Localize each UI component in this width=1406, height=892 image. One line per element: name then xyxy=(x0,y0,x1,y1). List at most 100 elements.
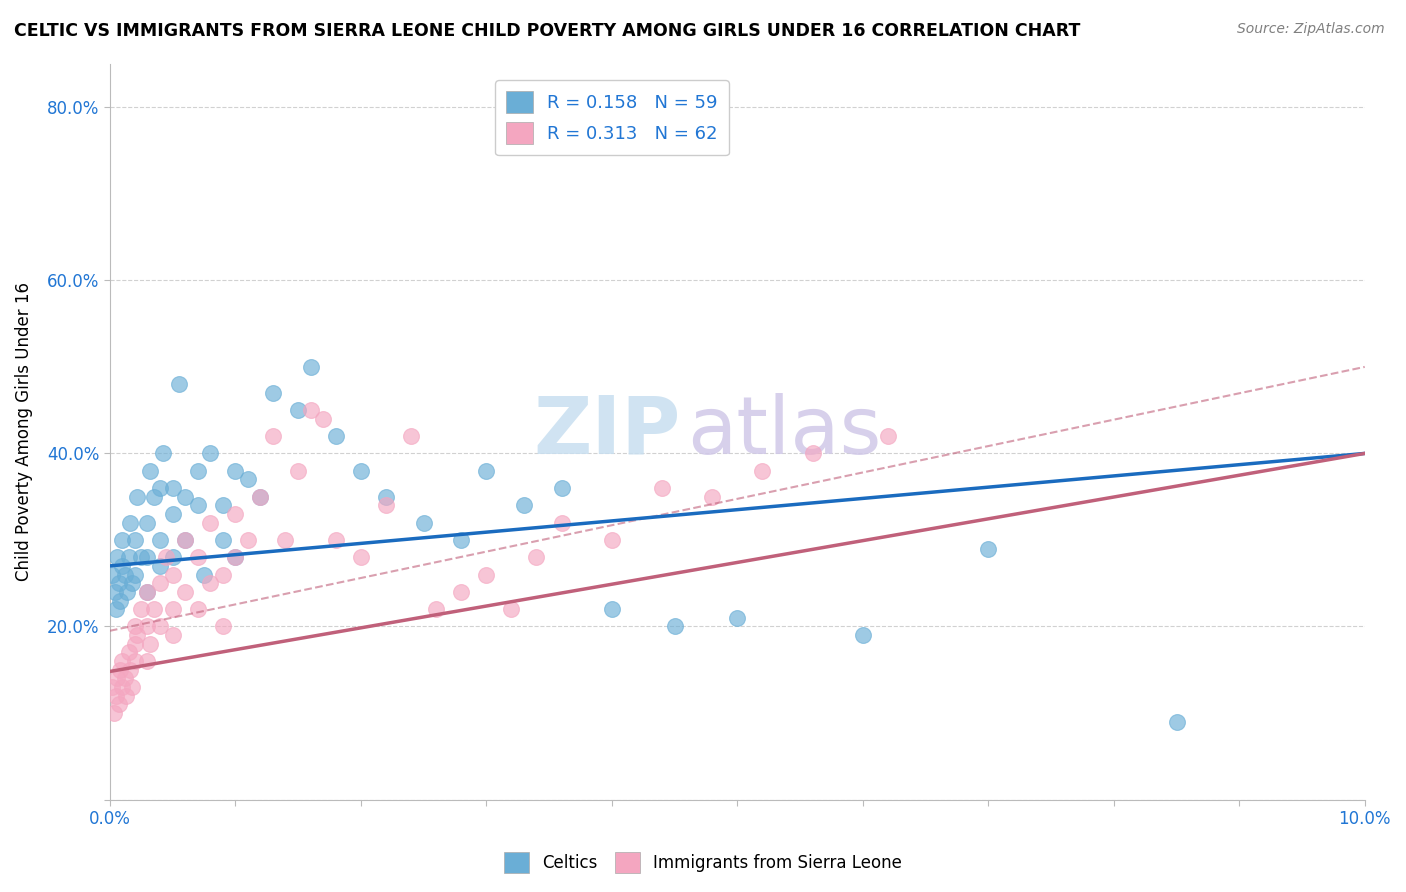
Point xyxy=(105,672,128,686)
Point xyxy=(262,429,284,443)
Point xyxy=(600,533,623,547)
Point xyxy=(155,550,177,565)
Point xyxy=(876,429,898,443)
Point xyxy=(124,654,146,668)
Point xyxy=(118,516,141,530)
Point xyxy=(224,507,246,521)
Point xyxy=(550,481,572,495)
Point xyxy=(187,550,209,565)
Point xyxy=(274,533,297,547)
Point xyxy=(299,359,322,374)
Point xyxy=(350,550,373,565)
Point xyxy=(664,619,686,633)
Point xyxy=(211,619,233,633)
Point xyxy=(111,533,134,547)
Point xyxy=(117,645,139,659)
Point xyxy=(149,481,172,495)
Point xyxy=(129,602,152,616)
Point xyxy=(550,516,572,530)
Point xyxy=(107,576,129,591)
Point xyxy=(299,403,322,417)
Point xyxy=(111,558,134,573)
Point xyxy=(450,585,472,599)
Point xyxy=(124,533,146,547)
Point xyxy=(200,516,222,530)
Point xyxy=(751,464,773,478)
Point xyxy=(193,567,215,582)
Point xyxy=(475,567,498,582)
Point xyxy=(162,602,184,616)
Point xyxy=(108,593,131,607)
Point xyxy=(312,412,335,426)
Point xyxy=(325,533,347,547)
Point xyxy=(211,567,233,582)
Point xyxy=(114,672,136,686)
Point xyxy=(118,663,141,677)
Point xyxy=(103,706,125,720)
Point xyxy=(142,490,165,504)
Point xyxy=(162,550,184,565)
Point xyxy=(374,499,396,513)
Point xyxy=(287,464,309,478)
Point xyxy=(977,541,1000,556)
Point xyxy=(287,403,309,417)
Point xyxy=(136,654,159,668)
Point xyxy=(651,481,673,495)
Point xyxy=(136,619,159,633)
Point xyxy=(600,602,623,616)
Legend: R = 0.158   N = 59, R = 0.313   N = 62: R = 0.158 N = 59, R = 0.313 N = 62 xyxy=(495,80,728,155)
Text: atlas: atlas xyxy=(688,392,882,471)
Point xyxy=(114,567,136,582)
Point xyxy=(167,377,190,392)
Point xyxy=(105,602,128,616)
Point xyxy=(162,628,184,642)
Point xyxy=(142,602,165,616)
Point xyxy=(174,585,197,599)
Point xyxy=(526,550,548,565)
Point xyxy=(350,464,373,478)
Point xyxy=(121,576,143,591)
Point xyxy=(101,567,124,582)
Point xyxy=(139,637,162,651)
Point xyxy=(725,611,748,625)
Point xyxy=(174,533,197,547)
Point xyxy=(136,585,159,599)
Point xyxy=(105,689,128,703)
Point xyxy=(104,585,127,599)
Point xyxy=(121,680,143,694)
Point xyxy=(174,490,197,504)
Point xyxy=(399,429,422,443)
Point xyxy=(117,550,139,565)
Y-axis label: Child Poverty Among Girls Under 16: Child Poverty Among Girls Under 16 xyxy=(15,282,32,582)
Point xyxy=(136,550,159,565)
Point xyxy=(174,533,197,547)
Point xyxy=(107,698,129,712)
Point xyxy=(127,628,149,642)
Point xyxy=(117,585,139,599)
Point xyxy=(852,628,875,642)
Point xyxy=(702,490,724,504)
Point xyxy=(425,602,447,616)
Point xyxy=(124,637,146,651)
Point xyxy=(162,481,184,495)
Point xyxy=(108,663,131,677)
Point xyxy=(136,585,159,599)
Point xyxy=(412,516,434,530)
Point xyxy=(105,550,128,565)
Point xyxy=(149,558,172,573)
Point xyxy=(224,464,246,478)
Point xyxy=(249,490,271,504)
Point xyxy=(124,567,146,582)
Text: Source: ZipAtlas.com: Source: ZipAtlas.com xyxy=(1237,22,1385,37)
Point xyxy=(149,619,172,633)
Point xyxy=(187,602,209,616)
Point xyxy=(200,446,222,460)
Text: ZIP: ZIP xyxy=(533,392,681,471)
Point xyxy=(501,602,523,616)
Point xyxy=(187,499,209,513)
Point xyxy=(249,490,271,504)
Point xyxy=(325,429,347,443)
Legend: Celtics, Immigrants from Sierra Leone: Celtics, Immigrants from Sierra Leone xyxy=(498,846,908,880)
Point xyxy=(224,550,246,565)
Point xyxy=(187,464,209,478)
